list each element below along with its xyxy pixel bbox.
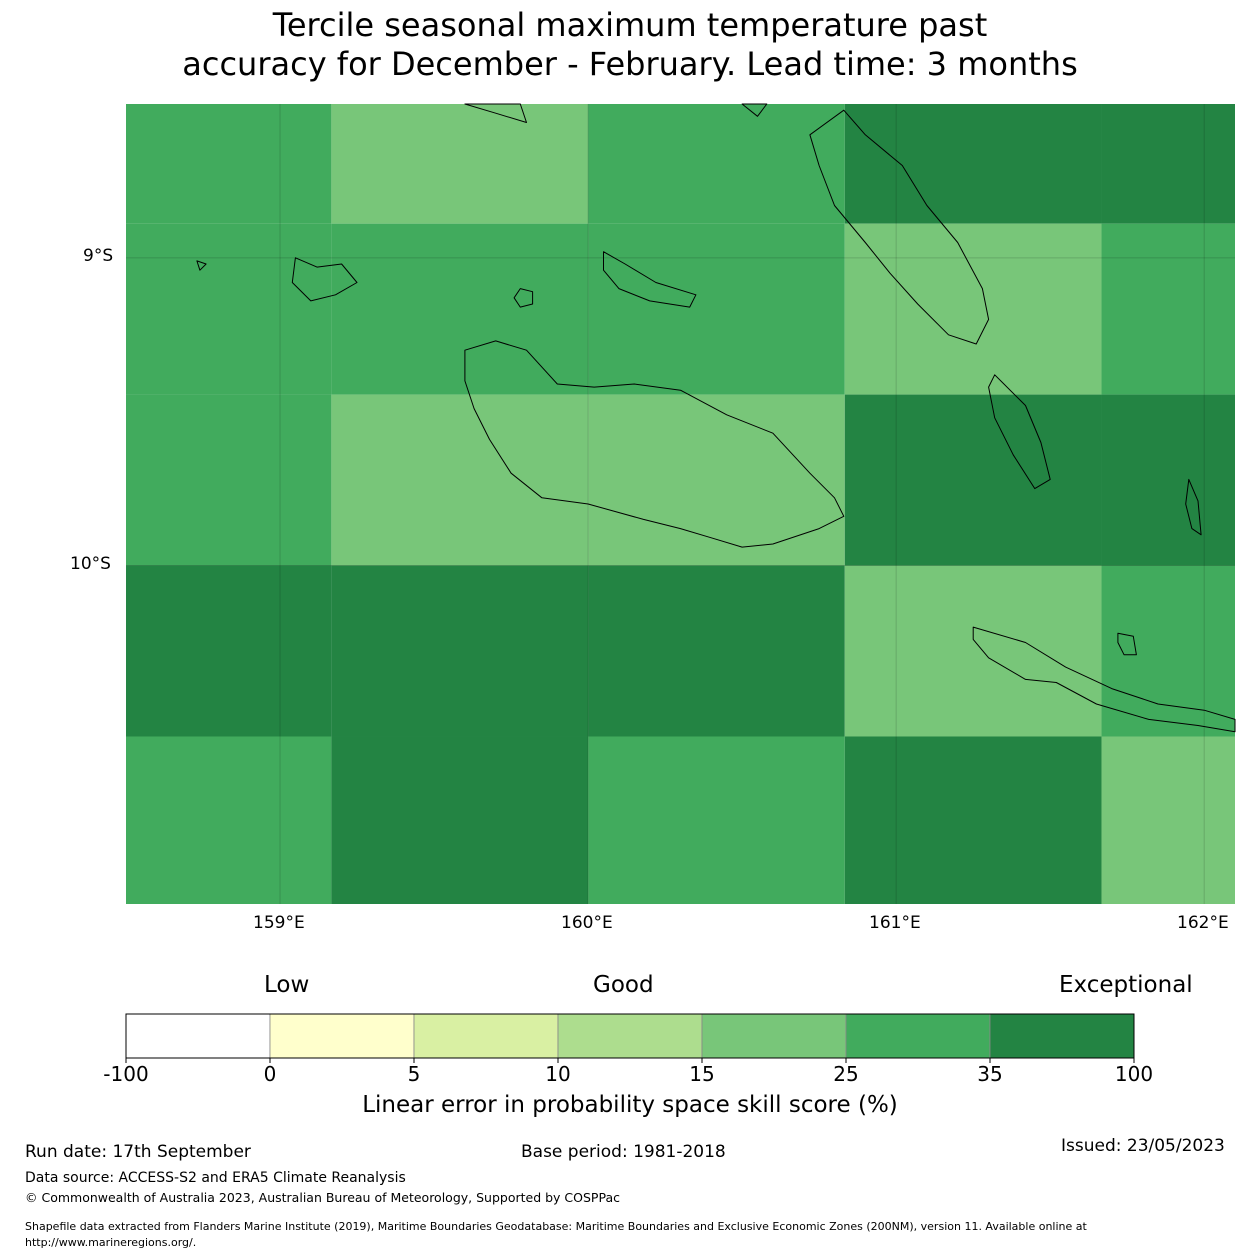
coastlines [196, 103, 1236, 733]
island-outline [603, 251, 697, 308]
colorbar-swatch [125, 1013, 271, 1059]
lat-label-9s: 9°S [83, 246, 114, 266]
skill-cell [331, 736, 589, 904]
skill-cell [1101, 104, 1235, 224]
skill-cell [588, 394, 845, 566]
colorbar-tick: 10 [545, 1062, 571, 1086]
skill-cell [588, 223, 845, 395]
island-outline [972, 626, 1236, 733]
skill-cell [844, 736, 1102, 904]
colorbar-swatch [845, 1013, 991, 1059]
skill-cell [844, 104, 1102, 224]
title-line-1: Tercile seasonal maximum temperature pas… [272, 6, 988, 44]
colorbar-swatch [989, 1013, 1135, 1059]
colorbar-tick: 15 [689, 1062, 715, 1086]
skill-grid [126, 104, 1235, 904]
skill-cell [126, 565, 332, 737]
issued-date: Issued: 23/05/2023 [1061, 1136, 1225, 1156]
shapefile-credit-2: http://www.marineregions.org/. [25, 1236, 197, 1249]
colorbar-swatch [269, 1013, 415, 1059]
colorbar-tick: 25 [833, 1062, 859, 1086]
run-date: Run date: 17th September [25, 1142, 251, 1162]
colorbar-swatch [557, 1013, 703, 1059]
lon-label-161e: 161°E [869, 913, 921, 933]
island-outline [291, 257, 358, 302]
base-period: Base period: 1981-2018 [521, 1142, 726, 1162]
skill-cell [844, 394, 1102, 566]
shapefile-credit-1: Shapefile data extracted from Flanders M… [25, 1220, 1087, 1233]
island-outline [809, 109, 990, 345]
island-outline [464, 103, 527, 123]
lon-label-159e: 159°E [253, 913, 305, 933]
lon-label-162e: 162°E [1177, 913, 1229, 933]
skill-cell [331, 565, 589, 737]
colorbar-tick: 35 [977, 1062, 1003, 1086]
colorbar-tick: 0 [263, 1062, 277, 1086]
skill-cell [1101, 565, 1235, 737]
skill-cell [331, 394, 589, 566]
skill-cell [588, 736, 845, 904]
island-outline [196, 260, 207, 271]
data-source: Data source: ACCESS-S2 and ERA5 Climate … [25, 1170, 406, 1186]
lat-label-10s: 10°S [70, 554, 111, 574]
graticule [126, 104, 1235, 904]
colorbar-category-good: Good [593, 972, 654, 998]
skill-cell [126, 736, 332, 904]
chart-title: Tercile seasonal maximum temperature pas… [0, 6, 1260, 84]
island-outline [1185, 478, 1202, 536]
skill-cell [126, 223, 332, 395]
colorbar-category-exceptional: Exceptional [1059, 972, 1193, 998]
colorbar-frame [125, 1013, 1135, 1059]
skill-cell [844, 223, 1102, 395]
copyright: © Commonwealth of Australia 2023, Austra… [25, 1190, 620, 1205]
skill-cell [331, 223, 589, 395]
title-line-2: accuracy for December - February. Lead t… [182, 45, 1078, 83]
colorbar-title: Linear error in probability space skill … [362, 1092, 898, 1118]
skill-cell [1101, 394, 1235, 566]
colorbar [125, 1013, 1135, 1063]
island-outline [513, 288, 534, 308]
colorbar-tick: 5 [407, 1062, 421, 1086]
colorbar-category-low: Low [264, 972, 310, 998]
skill-cell [126, 104, 332, 224]
colorbar-tick: -100 [103, 1062, 149, 1086]
skill-cell [331, 104, 589, 224]
island-outline [1117, 632, 1137, 656]
island-outline [464, 340, 845, 548]
colorbar-swatch [701, 1013, 847, 1059]
skill-cell [844, 565, 1102, 737]
skill-cell [588, 565, 845, 737]
island-outline [988, 374, 1051, 490]
island-outline [741, 103, 768, 117]
skill-cell [1101, 736, 1235, 904]
colorbar-swatch [413, 1013, 559, 1059]
colorbar-tick-end: 100 [1114, 1062, 1154, 1086]
skill-cell [1101, 223, 1235, 395]
skill-cell [126, 394, 332, 566]
skill-cell [588, 104, 845, 224]
lon-label-160e: 160°E [561, 913, 613, 933]
